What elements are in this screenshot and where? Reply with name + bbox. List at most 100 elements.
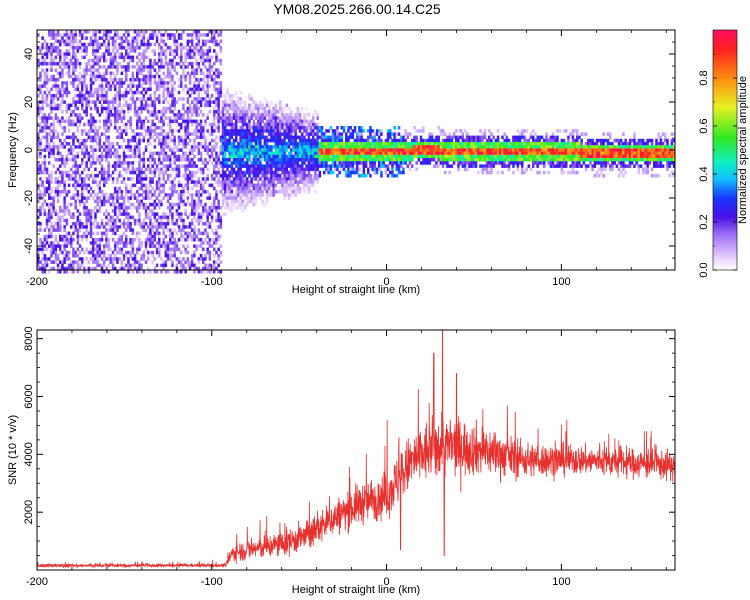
heatmap-cell bbox=[67, 254, 71, 258]
heatmap-cell bbox=[116, 110, 119, 114]
heatmap-cell bbox=[208, 68, 212, 72]
heatmap-cell bbox=[129, 202, 132, 207]
heatmap-cell bbox=[316, 135, 319, 140]
heatmap-cell bbox=[252, 122, 256, 127]
heatmap-cell bbox=[100, 167, 104, 172]
heatmap-cell bbox=[76, 58, 80, 63]
heatmap-cell bbox=[285, 103, 289, 108]
heatmap-cell bbox=[351, 158, 355, 162]
heatmap-cell bbox=[70, 62, 73, 66]
heatmap-cell bbox=[257, 193, 260, 197]
heatmap-cell bbox=[195, 126, 198, 130]
heatmap-cell bbox=[87, 90, 91, 95]
heatmap-cell bbox=[118, 186, 121, 191]
heatmap-cell bbox=[160, 190, 163, 194]
heatmap-cell bbox=[125, 129, 128, 133]
heatmap-cell bbox=[182, 186, 185, 191]
heatmap-cell bbox=[246, 132, 249, 136]
heatmap-cell bbox=[127, 52, 130, 56]
heatmap-cell bbox=[217, 167, 220, 172]
heatmap-cell bbox=[210, 209, 214, 213]
heatmap-cell bbox=[169, 206, 172, 210]
heatmap-cell bbox=[197, 222, 201, 226]
heatmap-cell bbox=[219, 90, 223, 95]
heatmap-cell bbox=[356, 145, 359, 149]
heatmap-cell bbox=[37, 263, 40, 268]
heatmap-cell bbox=[111, 49, 115, 53]
heatmap-cell bbox=[296, 154, 300, 159]
heatmap-cell bbox=[182, 234, 185, 239]
heatmap-cell bbox=[182, 218, 185, 223]
heatmap-cell bbox=[164, 270, 168, 274]
heatmap-cell bbox=[193, 30, 196, 34]
heatmap-cell bbox=[153, 33, 157, 37]
heatmap-cell bbox=[287, 158, 291, 162]
heatmap-cell bbox=[230, 196, 234, 200]
heatmap-cell bbox=[215, 238, 218, 242]
heatmap-cell bbox=[127, 142, 130, 146]
heatmap-cell bbox=[184, 225, 187, 229]
heatmap-cell bbox=[70, 30, 73, 34]
heatmap-cell bbox=[56, 71, 60, 76]
heatmap-cell bbox=[48, 209, 51, 213]
heatmap-cell bbox=[206, 231, 209, 236]
heatmap-cell bbox=[109, 30, 113, 34]
heatmap-cell bbox=[54, 103, 58, 108]
heatmap-cell bbox=[144, 196, 148, 200]
heatmap-cell bbox=[208, 103, 212, 108]
heatmap-cell bbox=[131, 238, 135, 242]
heatmap-cell bbox=[78, 218, 82, 223]
heatmap-cell bbox=[136, 62, 139, 66]
heatmap-cell bbox=[96, 254, 99, 258]
heatmap-cell bbox=[78, 100, 82, 104]
heatmap-cell bbox=[111, 84, 115, 88]
heatmap-cell bbox=[199, 100, 203, 104]
heatmap-cell bbox=[296, 161, 300, 165]
heatmap-cell bbox=[177, 183, 181, 188]
heatmap-cell bbox=[164, 110, 168, 114]
heatmap-cell bbox=[162, 164, 165, 168]
heatmap-cell bbox=[265, 174, 269, 178]
heatmap-cell bbox=[193, 231, 196, 236]
heatmap-cell bbox=[45, 132, 49, 136]
heatmap-cell bbox=[147, 110, 150, 114]
heatmap-cell bbox=[193, 215, 196, 220]
heatmap-cell bbox=[138, 81, 141, 85]
heatmap-cell bbox=[67, 74, 71, 79]
heatmap-cell bbox=[272, 186, 275, 191]
heatmap-cell bbox=[312, 145, 315, 149]
heatmap-cell bbox=[54, 116, 58, 120]
heatmap-cell bbox=[329, 170, 333, 175]
heatmap-cell bbox=[171, 183, 174, 188]
heatmap-cell bbox=[215, 97, 218, 101]
heatmap-cell bbox=[303, 154, 306, 159]
heatmap-cell bbox=[186, 257, 190, 261]
heatmap-cell bbox=[199, 55, 203, 60]
heatmap-cell bbox=[169, 46, 172, 50]
heatmap-cell bbox=[283, 142, 286, 146]
heatmap-cell bbox=[199, 103, 203, 108]
heatmap-cell bbox=[237, 100, 240, 104]
heatmap-cell bbox=[118, 103, 121, 108]
heatmap-cell bbox=[177, 46, 181, 50]
heatmap-cell bbox=[166, 228, 170, 232]
heatmap-cell bbox=[52, 122, 55, 127]
heatmap-cell bbox=[263, 138, 267, 143]
heatmap-cell bbox=[360, 138, 363, 143]
heatmap-cell bbox=[202, 190, 205, 194]
heatmap-cell bbox=[285, 116, 289, 120]
heatmap-cell bbox=[83, 234, 86, 239]
heatmap-cell bbox=[210, 55, 214, 60]
heatmap-cell bbox=[140, 174, 143, 178]
heatmap-cell bbox=[155, 222, 159, 226]
heatmap-cell bbox=[257, 170, 260, 175]
heatmap-cell bbox=[48, 231, 51, 236]
heatmap-cell bbox=[105, 71, 108, 76]
heatmap-cell bbox=[239, 103, 242, 108]
heatmap-cell bbox=[122, 103, 126, 108]
heatmap-cell bbox=[186, 39, 190, 44]
heatmap-cell bbox=[92, 244, 95, 248]
heatmap-cell bbox=[345, 145, 348, 149]
heatmap-cell bbox=[230, 202, 234, 207]
heatmap-cell bbox=[235, 158, 238, 162]
